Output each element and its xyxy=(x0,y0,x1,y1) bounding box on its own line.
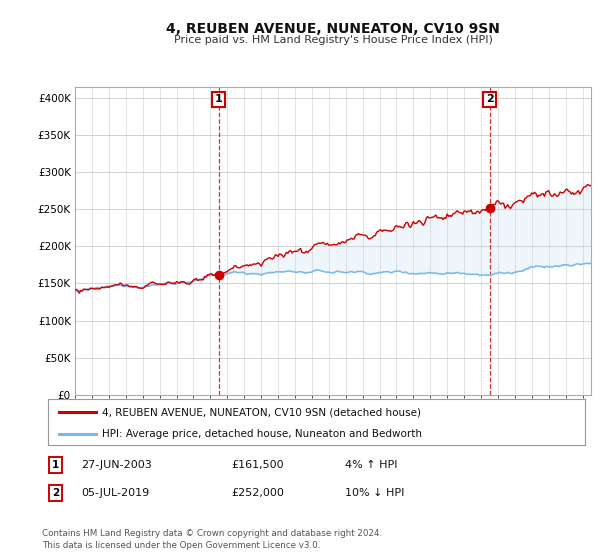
Text: 2: 2 xyxy=(52,488,59,498)
Text: 05-JUL-2019: 05-JUL-2019 xyxy=(81,488,149,498)
Text: HPI: Average price, detached house, Nuneaton and Bedworth: HPI: Average price, detached house, Nune… xyxy=(101,429,422,438)
Text: £252,000: £252,000 xyxy=(231,488,284,498)
Text: 10% ↓ HPI: 10% ↓ HPI xyxy=(345,488,404,498)
Text: £161,500: £161,500 xyxy=(231,460,284,470)
Text: 4, REUBEN AVENUE, NUNEATON, CV10 9SN (detached house): 4, REUBEN AVENUE, NUNEATON, CV10 9SN (de… xyxy=(101,407,421,417)
Text: 4, REUBEN AVENUE, NUNEATON, CV10 9SN: 4, REUBEN AVENUE, NUNEATON, CV10 9SN xyxy=(166,22,500,36)
Text: 1: 1 xyxy=(52,460,59,470)
Text: 1: 1 xyxy=(215,95,223,105)
Text: Price paid vs. HM Land Registry's House Price Index (HPI): Price paid vs. HM Land Registry's House … xyxy=(173,35,493,45)
Text: 2: 2 xyxy=(486,95,494,105)
Text: 27-JUN-2003: 27-JUN-2003 xyxy=(81,460,152,470)
Text: Contains HM Land Registry data © Crown copyright and database right 2024.
This d: Contains HM Land Registry data © Crown c… xyxy=(42,529,382,550)
Text: 4% ↑ HPI: 4% ↑ HPI xyxy=(345,460,398,470)
